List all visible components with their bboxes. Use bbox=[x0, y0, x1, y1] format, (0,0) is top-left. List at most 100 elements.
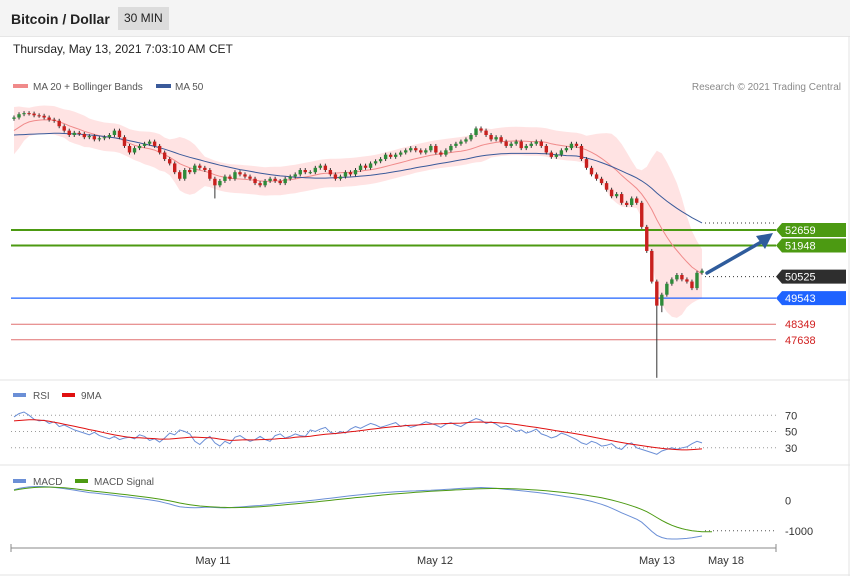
ma20-legend-label: MA 20 + Bollinger Bands bbox=[33, 82, 143, 93]
candle-body bbox=[333, 174, 338, 179]
candle-body bbox=[102, 137, 107, 139]
candle-body bbox=[248, 176, 252, 179]
resistance-label: 52659 bbox=[785, 225, 816, 237]
candle-body bbox=[514, 141, 518, 144]
candle-body bbox=[700, 270, 704, 273]
candle-body bbox=[539, 141, 543, 146]
candle-body bbox=[12, 117, 16, 119]
candle-body bbox=[228, 176, 232, 179]
macd-signal-legend-label: MACD Signal bbox=[94, 477, 154, 488]
candle-body bbox=[323, 165, 328, 170]
candle-body bbox=[107, 135, 112, 138]
candle-body bbox=[193, 165, 197, 173]
rsi-panel: 70 50 30 bbox=[11, 410, 797, 455]
candle-body bbox=[283, 178, 287, 184]
time-axis-labels: May 11 May 12 May 13 May 18 bbox=[195, 555, 744, 567]
candle-body bbox=[62, 126, 66, 131]
macd-panel: 0 -1000 bbox=[13, 485, 813, 540]
candle-body bbox=[132, 148, 137, 153]
candle-body bbox=[122, 137, 127, 146]
candle-body bbox=[303, 170, 307, 173]
candle-body bbox=[544, 145, 549, 153]
candle-body bbox=[444, 150, 448, 155]
candle-body bbox=[253, 178, 257, 184]
macd-signal-line bbox=[13, 486, 712, 533]
ma50-line bbox=[13, 132, 703, 224]
candle-body bbox=[358, 165, 363, 170]
candle-body bbox=[117, 130, 122, 138]
candle-body bbox=[273, 178, 277, 181]
candle-body bbox=[469, 135, 473, 140]
candle-body bbox=[82, 133, 87, 138]
ma50-legend-swatch bbox=[156, 84, 171, 88]
candle-body bbox=[449, 145, 453, 151]
rsi-tick-label: 50 bbox=[785, 427, 797, 439]
time-tick-label: May 18 bbox=[708, 555, 744, 567]
candle-body bbox=[243, 174, 247, 177]
candle-body bbox=[57, 120, 61, 127]
timeframe-badge[interactable]: 30 MIN bbox=[118, 7, 169, 30]
candle-body bbox=[288, 176, 292, 179]
candle-body bbox=[147, 141, 152, 144]
ma20-line bbox=[13, 119, 703, 275]
forecast-arrow-shaft bbox=[705, 239, 765, 275]
time-tick-label: May 13 bbox=[639, 555, 675, 567]
resistance-tag bbox=[776, 222, 846, 237]
current-price-label: 50525 bbox=[785, 272, 816, 284]
candle-body bbox=[504, 141, 508, 146]
current-price-tag bbox=[776, 269, 846, 284]
header-bar: Bitcoin / Dollar 30 MIN bbox=[0, 0, 850, 37]
instrument-title: Bitcoin / Dollar bbox=[11, 11, 110, 27]
candle-body bbox=[22, 113, 26, 115]
credit-label: Research © 2021 Trading Central bbox=[692, 82, 841, 93]
candle-body bbox=[559, 150, 564, 155]
datetime-label: Thursday, May 13, 2021 7:03:10 AM CET bbox=[13, 42, 233, 56]
candle-body bbox=[198, 165, 202, 168]
rsi-legend-swatch bbox=[13, 393, 26, 397]
candle-body bbox=[665, 283, 669, 295]
levels: 52659 51948 50525 49543 48349 47638 bbox=[11, 222, 846, 347]
candle-body bbox=[87, 136, 92, 138]
candle-body bbox=[203, 167, 207, 170]
candle-body bbox=[479, 128, 483, 131]
candle-body bbox=[499, 137, 503, 142]
candle-body bbox=[173, 163, 177, 173]
candle-body bbox=[594, 174, 599, 179]
candle-body bbox=[313, 167, 318, 173]
ma20-legend-swatch bbox=[13, 84, 28, 88]
candle-body bbox=[629, 198, 634, 205]
candle-body bbox=[318, 165, 323, 168]
candle-body bbox=[599, 178, 604, 184]
candle-body bbox=[298, 170, 302, 175]
candle-body bbox=[162, 152, 167, 160]
candle-body bbox=[72, 132, 76, 135]
candle-body bbox=[675, 275, 679, 280]
time-tick-label: May 11 bbox=[195, 555, 230, 567]
candle-body bbox=[695, 272, 699, 289]
candle-body bbox=[373, 161, 378, 164]
candle-body bbox=[609, 189, 614, 197]
candles bbox=[12, 111, 704, 378]
candle-body bbox=[167, 159, 172, 164]
candle-body bbox=[454, 143, 458, 146]
macd-line bbox=[13, 485, 703, 540]
candle-body bbox=[293, 174, 297, 177]
candle-body bbox=[348, 172, 353, 175]
candle-body bbox=[37, 115, 41, 117]
candle-body bbox=[574, 143, 579, 146]
candle-body bbox=[398, 152, 403, 155]
candle-body bbox=[388, 154, 393, 157]
candle-body bbox=[439, 152, 443, 155]
candle-body bbox=[223, 176, 227, 181]
candle-body bbox=[509, 143, 513, 146]
candle-body bbox=[27, 113, 31, 115]
candle-body bbox=[152, 141, 157, 146]
moving-averages bbox=[13, 119, 703, 275]
candle-body bbox=[494, 137, 498, 140]
candle-body bbox=[614, 194, 619, 197]
candle-body bbox=[404, 150, 408, 153]
candle-body bbox=[519, 141, 523, 149]
candle-body bbox=[32, 113, 36, 116]
candle-body bbox=[624, 202, 629, 205]
